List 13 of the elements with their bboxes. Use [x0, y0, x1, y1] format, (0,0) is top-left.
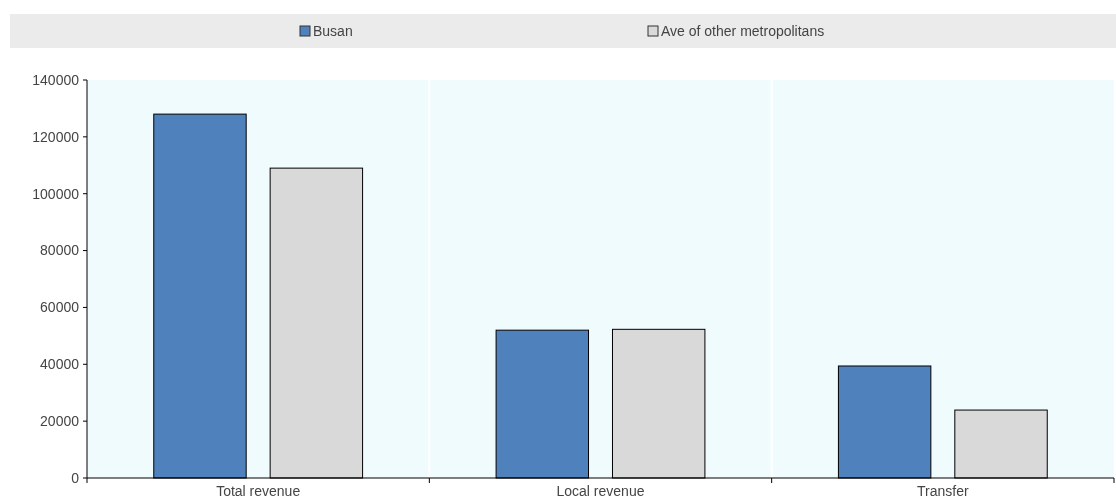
x-tick-label: Local revenue: [556, 483, 645, 499]
y-tick-label: 40000: [40, 356, 80, 373]
x-tick-label: Transfer: [917, 483, 969, 499]
legend-label: Busan: [313, 23, 353, 39]
y-tick-label: 0: [71, 469, 80, 486]
y-tick-label: 60000: [40, 299, 80, 316]
x-tick-label: Total revenue: [216, 483, 301, 499]
y-tick-label: 100000: [32, 185, 80, 202]
y-tick-label: 140000: [32, 71, 80, 88]
y-tick-label: 120000: [32, 128, 80, 145]
legend-label: Ave of other metropolitans: [661, 23, 825, 39]
y-tick-label: 20000: [40, 413, 80, 430]
y-tick-label: 80000: [40, 242, 80, 259]
